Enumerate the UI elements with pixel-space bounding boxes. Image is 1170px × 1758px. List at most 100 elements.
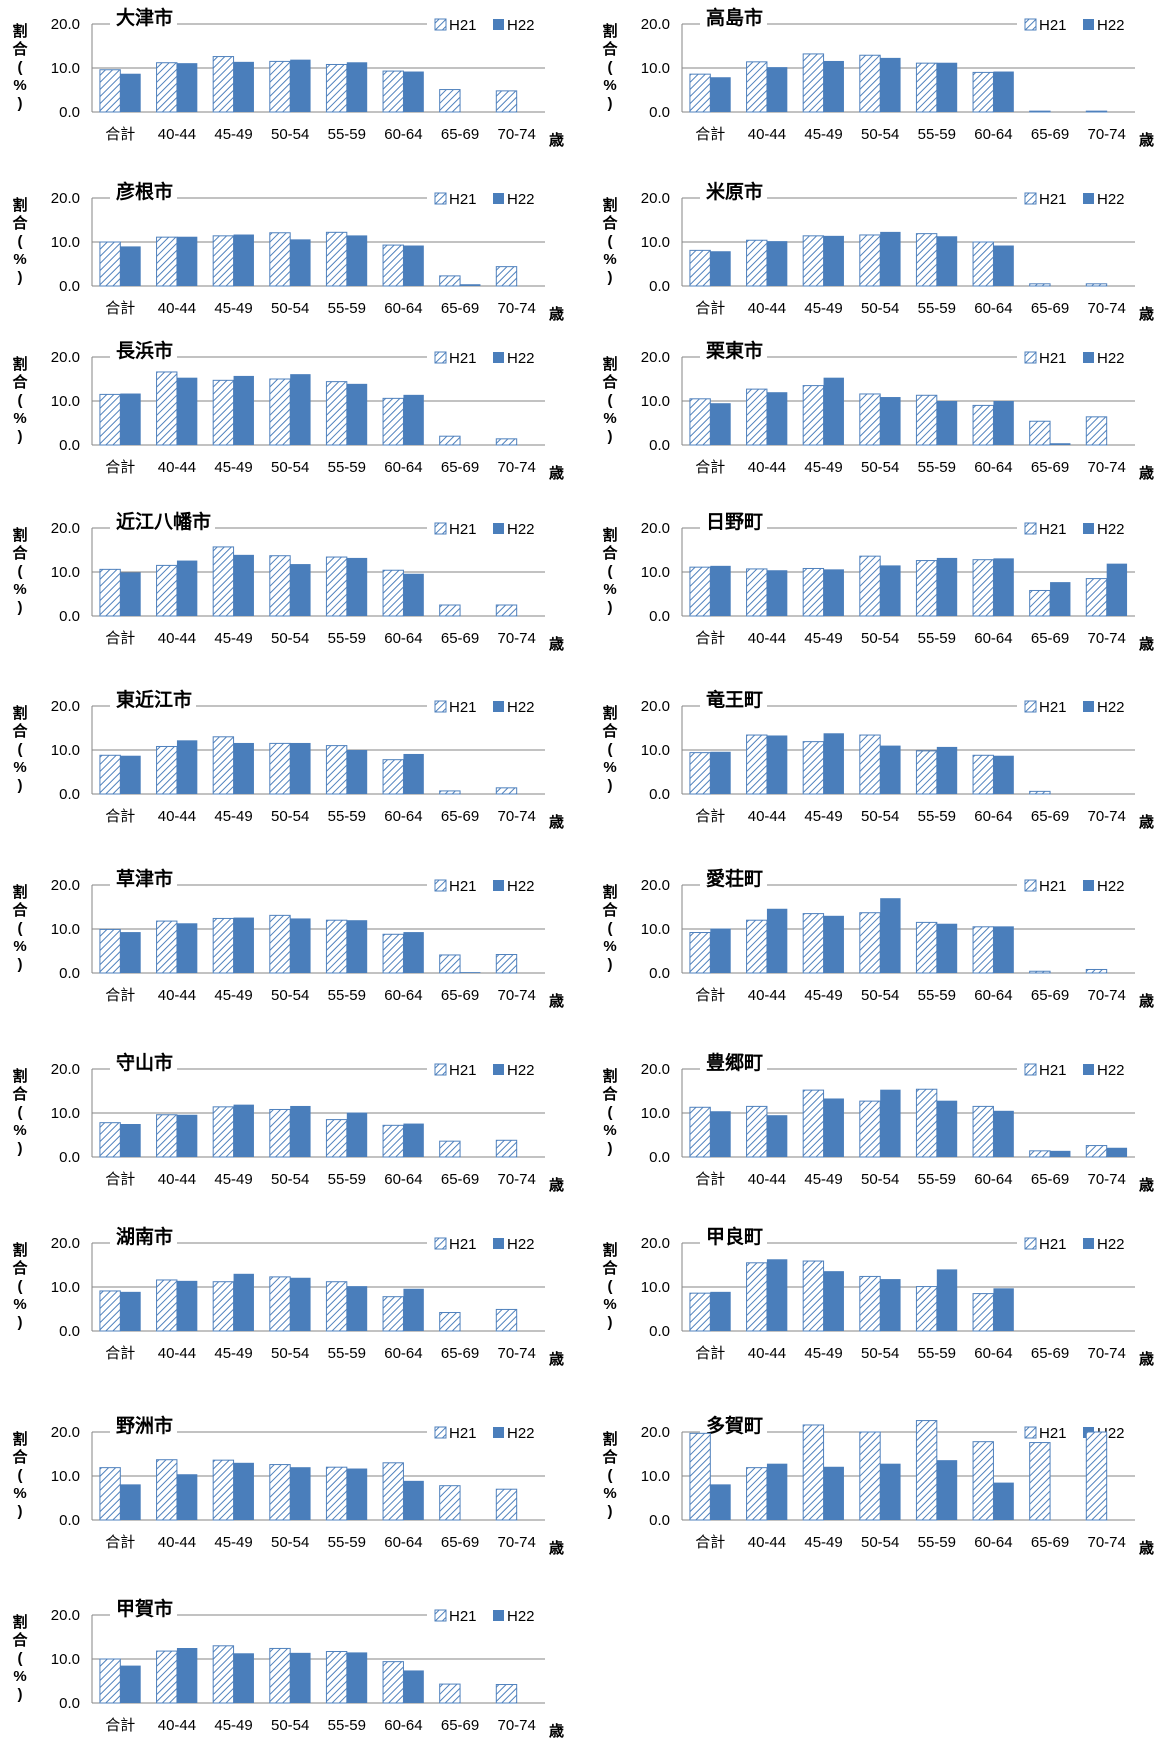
bar-h21 — [269, 378, 291, 446]
y-axis-label-char: 合 — [601, 1448, 618, 1466]
legend-swatch-h21 — [1024, 1426, 1037, 1439]
bar-h22 — [993, 1110, 1014, 1157]
legend-swatch-h22 — [493, 880, 504, 891]
legend-swatch-h21 — [1024, 192, 1037, 205]
bar-h21 — [915, 921, 938, 974]
bar-h22 — [176, 560, 198, 616]
bar-h21 — [156, 564, 178, 617]
bar-h22 — [233, 554, 254, 616]
legend-swatch-h22 — [1083, 1238, 1094, 1249]
chart-title-backdrop — [700, 1051, 767, 1075]
y-tick-label: 10.0 — [51, 1468, 80, 1485]
x-tick-label: 50-54 — [861, 987, 899, 1004]
x-tick-label: 45-49 — [214, 300, 252, 317]
bar-h22 — [233, 742, 254, 794]
x-tick-label: 50-54 — [271, 1345, 309, 1362]
y-axis-label-char: ( — [608, 233, 613, 250]
x-tick-label: 55-59 — [328, 126, 366, 143]
y-tick-label: 20.0 — [641, 190, 670, 207]
chart-title-backdrop — [110, 339, 177, 363]
legend-swatch-h21 — [434, 522, 447, 535]
bar-h22 — [823, 733, 844, 794]
bar-h21 — [972, 404, 994, 446]
y-axis-label-char: ) — [608, 428, 613, 445]
bar-h21 — [495, 1684, 518, 1704]
x-tick-label: 40-44 — [748, 1345, 786, 1362]
y-tick-label: 20.0 — [641, 349, 670, 366]
x-unit-label: 歳 — [549, 131, 564, 149]
x-tick-label: 65-69 — [1031, 987, 1069, 1004]
chart-title: 多賀町 — [706, 1414, 763, 1437]
y-tick-label: 10.0 — [51, 921, 80, 938]
x-tick-label: 合計 — [695, 1171, 725, 1188]
bar-h21 — [802, 741, 825, 795]
bar-h22 — [936, 1460, 958, 1520]
bar-h21 — [439, 1485, 461, 1521]
y-tick-label: 0.0 — [59, 965, 80, 982]
bar-h21 — [746, 1105, 768, 1158]
x-tick-label: 合計 — [695, 808, 725, 825]
x-unit-label: 歳 — [549, 1722, 564, 1740]
y-axis-label-char: 割 — [602, 1430, 617, 1448]
y-tick-label: 20.0 — [51, 1424, 80, 1441]
y-axis-label-char: 合 — [11, 1631, 28, 1649]
y-tick-label: 0.0 — [59, 1512, 80, 1529]
bar-h21 — [972, 241, 994, 287]
y-tick-label: 0.0 — [59, 437, 80, 454]
bar-h21 — [802, 913, 825, 974]
legend-swatch-h22 — [1083, 880, 1094, 891]
bar-h22 — [290, 1652, 311, 1703]
y-axis-label-char: ) — [608, 599, 613, 616]
y-axis-label-char: 割 — [602, 22, 617, 40]
bar-h22 — [403, 573, 424, 616]
y-axis-label-char: 合 — [601, 722, 618, 740]
bar-h21 — [325, 381, 348, 446]
legend-backdrop — [1017, 347, 1135, 369]
x-tick-label: 65-69 — [1031, 126, 1069, 143]
bar-h21 — [325, 1651, 348, 1704]
bar-h22 — [403, 1288, 424, 1331]
bar-h22 — [290, 742, 311, 794]
bar-h22 — [176, 63, 198, 112]
y-axis-label-char: 割 — [12, 1241, 27, 1259]
legend-backdrop — [1017, 518, 1135, 540]
y-axis-label-char: 合 — [11, 214, 28, 232]
bar-h22 — [403, 753, 424, 794]
legend-backdrop — [1017, 875, 1135, 897]
legend-label-h21: H21 — [449, 350, 477, 367]
bar-h22 — [233, 375, 254, 445]
bar-h21 — [495, 604, 518, 617]
chart-panel: 20.0 10.0 0.0 割合(%) 彦根市 H21 H22 合計 40-44 45-49 50-… — [11, 180, 564, 323]
x-unit-label: 歳 — [1139, 464, 1154, 482]
bar-h22 — [710, 1111, 731, 1157]
x-tick-label: 70-74 — [498, 300, 536, 317]
x-tick-label: 45-49 — [214, 1717, 252, 1734]
bar-h22 — [233, 917, 254, 973]
bar-h21 — [269, 1647, 291, 1704]
x-unit-label: 歳 — [549, 635, 564, 653]
chart-title: 甲良町 — [706, 1225, 763, 1248]
bar-h21 — [495, 90, 518, 113]
x-tick-label: 50-54 — [271, 987, 309, 1004]
y-axis-label-char: ( — [608, 920, 613, 937]
y-tick-label: 20.0 — [51, 520, 80, 537]
bar-h21 — [972, 926, 994, 974]
bar-h22 — [710, 1291, 731, 1331]
x-tick-label: 55-59 — [328, 459, 366, 476]
chart-panel: 20.0 10.0 0.0 割合(%) 甲良町 H21 H22 合計 40-44 45-49 50-… — [601, 1225, 1154, 1368]
y-axis-label-char: ( — [18, 392, 23, 409]
x-unit-label: 歳 — [549, 813, 564, 831]
x-tick-label: 65-69 — [441, 126, 479, 143]
y-axis-label-char: ) — [18, 1686, 23, 1703]
x-tick-label: 45-49 — [214, 1345, 252, 1362]
y-axis-label-char: % — [603, 251, 616, 268]
y-tick-label: 20.0 — [51, 1235, 80, 1252]
x-tick-label: 65-69 — [1031, 300, 1069, 317]
bar-h21 — [156, 1650, 178, 1704]
bar-h21 — [212, 235, 235, 287]
bar-h22 — [993, 245, 1014, 286]
legend-swatch-h22 — [493, 1610, 504, 1621]
legend-label-h21: H21 — [1039, 1062, 1067, 1079]
legend-swatch-h22 — [1083, 523, 1094, 534]
